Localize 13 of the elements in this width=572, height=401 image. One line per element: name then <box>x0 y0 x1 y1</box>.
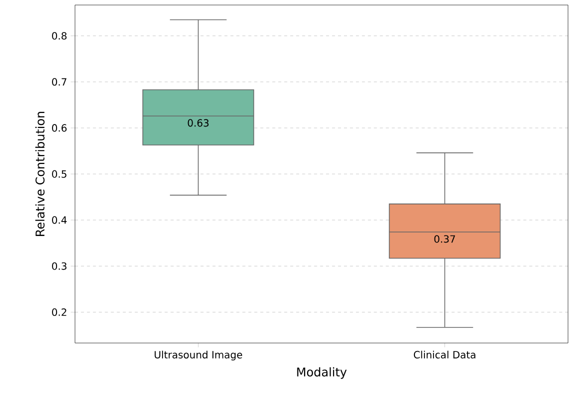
y-tick-label: 0.5 <box>52 170 66 178</box>
x-tick-label: Ultrasound Image <box>154 350 242 360</box>
y-tick-label: 0.7 <box>52 78 66 86</box>
y-tick-label: 0.2 <box>52 308 66 316</box>
y-tick-label: 0.6 <box>52 124 67 132</box>
y-tick-label: 0.3 <box>52 262 66 270</box>
annotation: 0.37 <box>434 235 455 243</box>
annotation: 0.63 <box>188 119 209 127</box>
x-axis-title: Modality <box>297 367 347 379</box>
x-tick-label: Clinical Data <box>414 350 476 358</box>
y-tick-label: 0.4 <box>52 216 67 224</box>
y-tick-label: 0.8 <box>52 32 67 40</box>
y-axis-title: Relative Contribution <box>35 112 45 236</box>
